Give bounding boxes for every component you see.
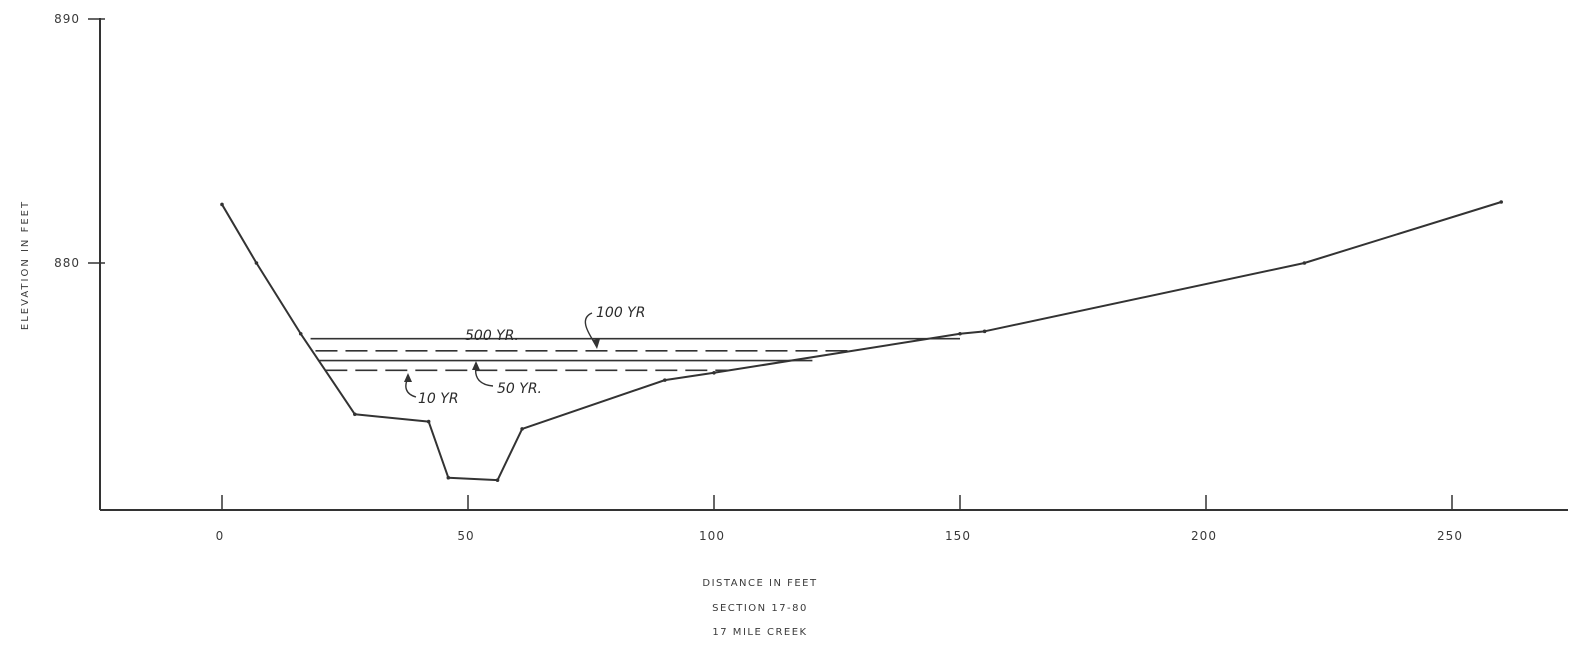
survey-point <box>254 261 259 265</box>
ground-profile-line <box>221 201 1502 482</box>
x-axis-title: DISTANCE IN FEET <box>702 578 818 589</box>
survey-point <box>712 371 716 375</box>
y-tick-label: 890 <box>54 12 80 26</box>
survey-point <box>1499 200 1503 204</box>
axes <box>99 18 1568 511</box>
survey-point <box>220 202 224 207</box>
label-500-yr: 500 YR. <box>465 328 519 344</box>
survey-point <box>1302 261 1307 265</box>
x-tick-label: 100 <box>699 529 725 543</box>
survey-point <box>446 475 451 480</box>
arrow-10-yr <box>404 373 412 382</box>
flood-labels: 500 YR. 100 YR 50 YR. 10 YR <box>404 305 645 407</box>
y-axis-title: ELEVATION IN FEET <box>20 200 31 330</box>
survey-point <box>520 427 524 431</box>
label-50-yr: 50 YR. <box>497 381 542 397</box>
survey-point <box>663 378 667 382</box>
survey-point <box>298 331 303 336</box>
arrow-50-yr <box>472 361 480 370</box>
x-tick-label: 150 <box>945 529 971 543</box>
survey-point <box>958 331 962 336</box>
x-tick-label: 250 <box>1437 529 1463 543</box>
x-tick-label: 200 <box>1191 529 1217 543</box>
section-label: SECTION 17-80 <box>712 603 808 614</box>
label-100-yr: 100 YR <box>596 305 645 321</box>
x-tick-label: 50 <box>457 529 474 543</box>
ground-profile <box>220 200 1503 482</box>
survey-point <box>353 412 357 417</box>
creek-label: 17 MILE CREEK <box>712 627 808 638</box>
ticks: 0 50 100 150 200 250 880 890 <box>54 12 1463 543</box>
survey-point <box>426 419 431 424</box>
water-surface-lines <box>310 337 960 372</box>
survey-point <box>495 478 500 482</box>
y-tick-label: 880 <box>54 256 80 270</box>
arrow-100-yr <box>592 339 600 349</box>
label-10-yr: 10 YR <box>418 391 459 407</box>
survey-point <box>982 329 987 334</box>
x-tick-label: 0 <box>216 529 225 543</box>
